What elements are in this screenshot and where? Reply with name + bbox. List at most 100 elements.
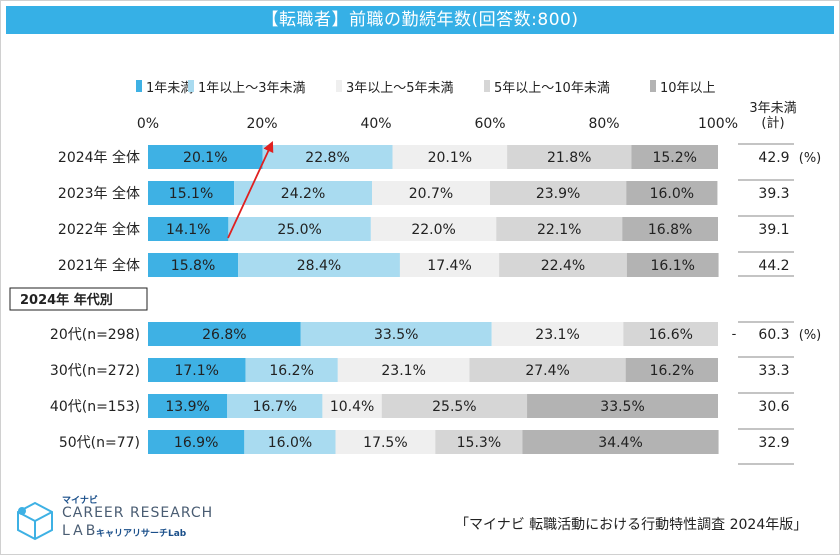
total-value: 30.6 [758, 399, 789, 415]
side-header: 3年未満 [749, 101, 796, 116]
row-label: 50代(n=77) [59, 435, 140, 451]
data-label: 33.5% [374, 327, 418, 343]
bar-segment [469, 358, 626, 382]
legend-label: 1年以上～3年未満 [198, 80, 306, 96]
bar-segment [490, 181, 627, 205]
bar-segment [148, 430, 245, 454]
bar-segment [335, 430, 436, 454]
bar-segment [300, 322, 492, 346]
total-value: 42.9 [758, 150, 789, 166]
logo-sub: キャリアリサーチLab [96, 529, 187, 539]
bar-segment [372, 181, 490, 205]
data-label: 22.0% [411, 222, 455, 238]
legend-swatch [136, 80, 142, 92]
data-label: 16.2% [269, 363, 313, 379]
bar-segment [262, 145, 393, 169]
bar-segment [626, 253, 719, 277]
legend-label: 5年以上～10年未満 [494, 80, 610, 96]
data-label: 26.8% [202, 327, 246, 343]
data-label: 16.8% [648, 222, 692, 238]
data-label: 15.8% [171, 258, 215, 274]
total-dash: - [732, 327, 737, 342]
bar-segment [244, 430, 336, 454]
x-tick-label: 80% [588, 116, 619, 132]
bar-segment [148, 394, 228, 418]
total-value: 60.3 [758, 327, 789, 343]
x-tick-label: 20% [246, 116, 277, 132]
data-label: 14.1% [166, 222, 210, 238]
data-label: 16.7% [253, 399, 297, 415]
data-label: 23.1% [381, 363, 425, 379]
data-label: 28.4% [297, 258, 341, 274]
data-label: 16.6% [648, 327, 692, 343]
legend-label: 3年以上～5年未満 [346, 80, 454, 96]
section-label: 2024年 年代別 [20, 292, 113, 308]
data-label: 17.5% [363, 435, 407, 451]
data-label: 13.9% [165, 399, 209, 415]
total-value: 39.1 [758, 222, 789, 238]
bar-segment [392, 145, 508, 169]
legend-swatch [336, 80, 342, 92]
logo-line2: LAB [62, 523, 99, 539]
bar-segment [496, 217, 623, 241]
legend-swatch [484, 80, 490, 92]
data-label: 17.4% [427, 258, 471, 274]
data-label: 24.2% [281, 186, 325, 202]
legend-label: 10年以上 [660, 80, 716, 96]
data-label: 16.9% [174, 435, 218, 451]
row-label: 30代(n=272) [50, 363, 140, 379]
legend-item: 10年以上 [650, 78, 716, 96]
row-label: 2021年 全体 [58, 257, 140, 274]
bar-segment [527, 394, 718, 418]
bar-segment [322, 394, 382, 418]
bar-segment [507, 145, 632, 169]
data-label: 15.1% [169, 186, 213, 202]
data-label: 16.1% [650, 258, 694, 274]
bar-segment [625, 358, 718, 382]
bar-segment [435, 430, 523, 454]
row-label: 2022年 全体 [58, 221, 140, 238]
bar-segment [499, 253, 627, 277]
cube-logo-icon [17, 501, 53, 541]
logo-brand: マイナビ [62, 496, 98, 506]
bar-segment [228, 217, 371, 241]
data-label: 15.2% [652, 150, 696, 166]
data-label: 16.0% [650, 186, 694, 202]
x-tick-label: 40% [360, 116, 391, 132]
total-value: 32.9 [758, 435, 789, 451]
side-header: (計) [761, 115, 784, 131]
bar-segment [623, 322, 718, 346]
x-tick-label: 0% [137, 116, 159, 132]
data-label: 25.5% [432, 399, 476, 415]
data-label: 16.2% [650, 363, 694, 379]
data-label: 20.7% [409, 186, 453, 202]
data-label: 22.4% [541, 258, 585, 274]
data-label: 25.0% [277, 222, 321, 238]
data-label: 17.1% [174, 363, 218, 379]
bar-segment [337, 358, 470, 382]
total-unit: (%) [799, 328, 822, 343]
bar-segment [148, 253, 239, 277]
bar-segment [399, 253, 500, 277]
x-tick-label: 60% [474, 116, 505, 132]
total-unit: (%) [799, 151, 822, 166]
data-label: 33.5% [600, 399, 644, 415]
data-label: 10.4% [330, 399, 374, 415]
legend-item: 5年以上～10年未満 [484, 78, 610, 96]
legend-item: 1年未満 [136, 78, 193, 96]
bar-segment [148, 322, 301, 346]
bar-segment [148, 145, 263, 169]
legend-swatch [188, 80, 194, 92]
total-value: 44.2 [758, 258, 789, 274]
bar-segment [148, 217, 229, 241]
data-label: 27.4% [525, 363, 569, 379]
legend-item: 1年以上～3年未満 [188, 78, 306, 96]
bar-segment [631, 145, 718, 169]
data-label: 15.3% [457, 435, 501, 451]
bar-segment [245, 358, 338, 382]
legend-swatch [650, 80, 656, 92]
total-value: 33.3 [758, 363, 789, 379]
legend-item: 3年以上～5年未満 [336, 78, 454, 96]
